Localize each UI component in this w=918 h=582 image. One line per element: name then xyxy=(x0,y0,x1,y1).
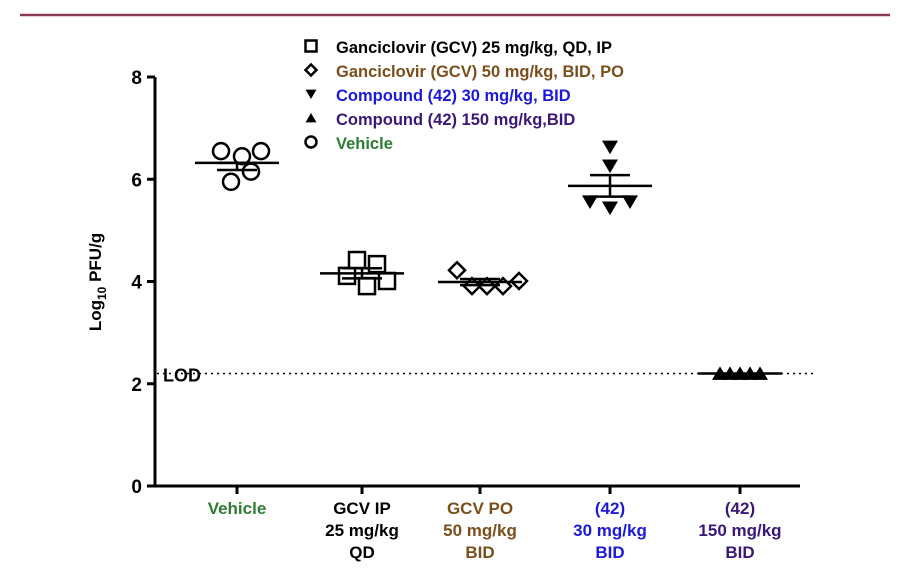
x-tick-label: Vehicle xyxy=(208,499,267,518)
x-tick-label: 50 mg/kg xyxy=(443,521,517,540)
x-tick-label: BID xyxy=(725,543,754,562)
legend-entry: Vehicle xyxy=(336,135,393,153)
y-label-sub: 10 xyxy=(95,286,109,300)
y-tick-label: 6 xyxy=(131,170,142,191)
data-point xyxy=(582,195,598,209)
x-tick-label: QD xyxy=(349,543,375,562)
x-tick-label: 25 mg/kg xyxy=(325,521,399,540)
y-label-main: Log xyxy=(86,300,105,331)
group-4 xyxy=(698,366,782,380)
data-point xyxy=(241,162,261,181)
legend-entry: Compound (42) 30 mg/kg, BID xyxy=(336,87,571,105)
legend-entry: Ganciclovir (GCV) 50 mg/kg, BID, PO xyxy=(336,63,624,81)
data-point xyxy=(602,159,618,174)
data-point xyxy=(347,250,367,270)
legend-entry: Ganciclovir (GCV) 25 mg/kg, QD, IP xyxy=(336,39,612,57)
data-point xyxy=(602,140,618,155)
x-tick-label: 30 mg/kg xyxy=(573,521,647,540)
data-point xyxy=(447,260,467,281)
x-tick-label: (42) xyxy=(725,499,755,518)
group-3 xyxy=(568,140,652,216)
legend-marker xyxy=(305,113,317,123)
legend-marker xyxy=(304,135,318,149)
y-tick-label: 4 xyxy=(131,273,142,294)
legend-marker xyxy=(303,62,319,78)
data-point xyxy=(602,201,618,216)
lod-label: LOD xyxy=(163,366,201,386)
legend-entry: Compound (42) 150 mg/kg,BID xyxy=(336,111,575,129)
x-tick-label: (42) xyxy=(595,499,625,518)
data-point xyxy=(211,141,231,161)
data-point xyxy=(622,195,638,209)
x-tick-label: GCV PO xyxy=(447,499,513,518)
group-2 xyxy=(438,260,529,296)
x-tick-label: GCV IP xyxy=(333,499,391,518)
x-tick-label: BID xyxy=(465,543,494,562)
data-point xyxy=(232,146,252,166)
data-point xyxy=(367,254,387,274)
group-1 xyxy=(320,250,404,296)
x-tick-label: 150 mg/kg xyxy=(698,521,781,540)
y-label-unit: PFU/g xyxy=(86,233,105,287)
data-point xyxy=(251,141,271,161)
y-axis-label: Log10 PFU/g xyxy=(86,233,109,331)
data-point xyxy=(377,271,397,291)
x-tick-label: BID xyxy=(595,543,624,562)
data-point xyxy=(357,276,377,296)
legend-marker xyxy=(305,89,317,99)
y-tick-label: 8 xyxy=(131,68,142,89)
legend-marker xyxy=(304,39,318,53)
group-0 xyxy=(195,141,279,192)
y-tick-label: 0 xyxy=(131,477,142,498)
data-point xyxy=(337,266,357,286)
data-point xyxy=(221,172,241,192)
y-tick-label: 2 xyxy=(131,375,142,396)
